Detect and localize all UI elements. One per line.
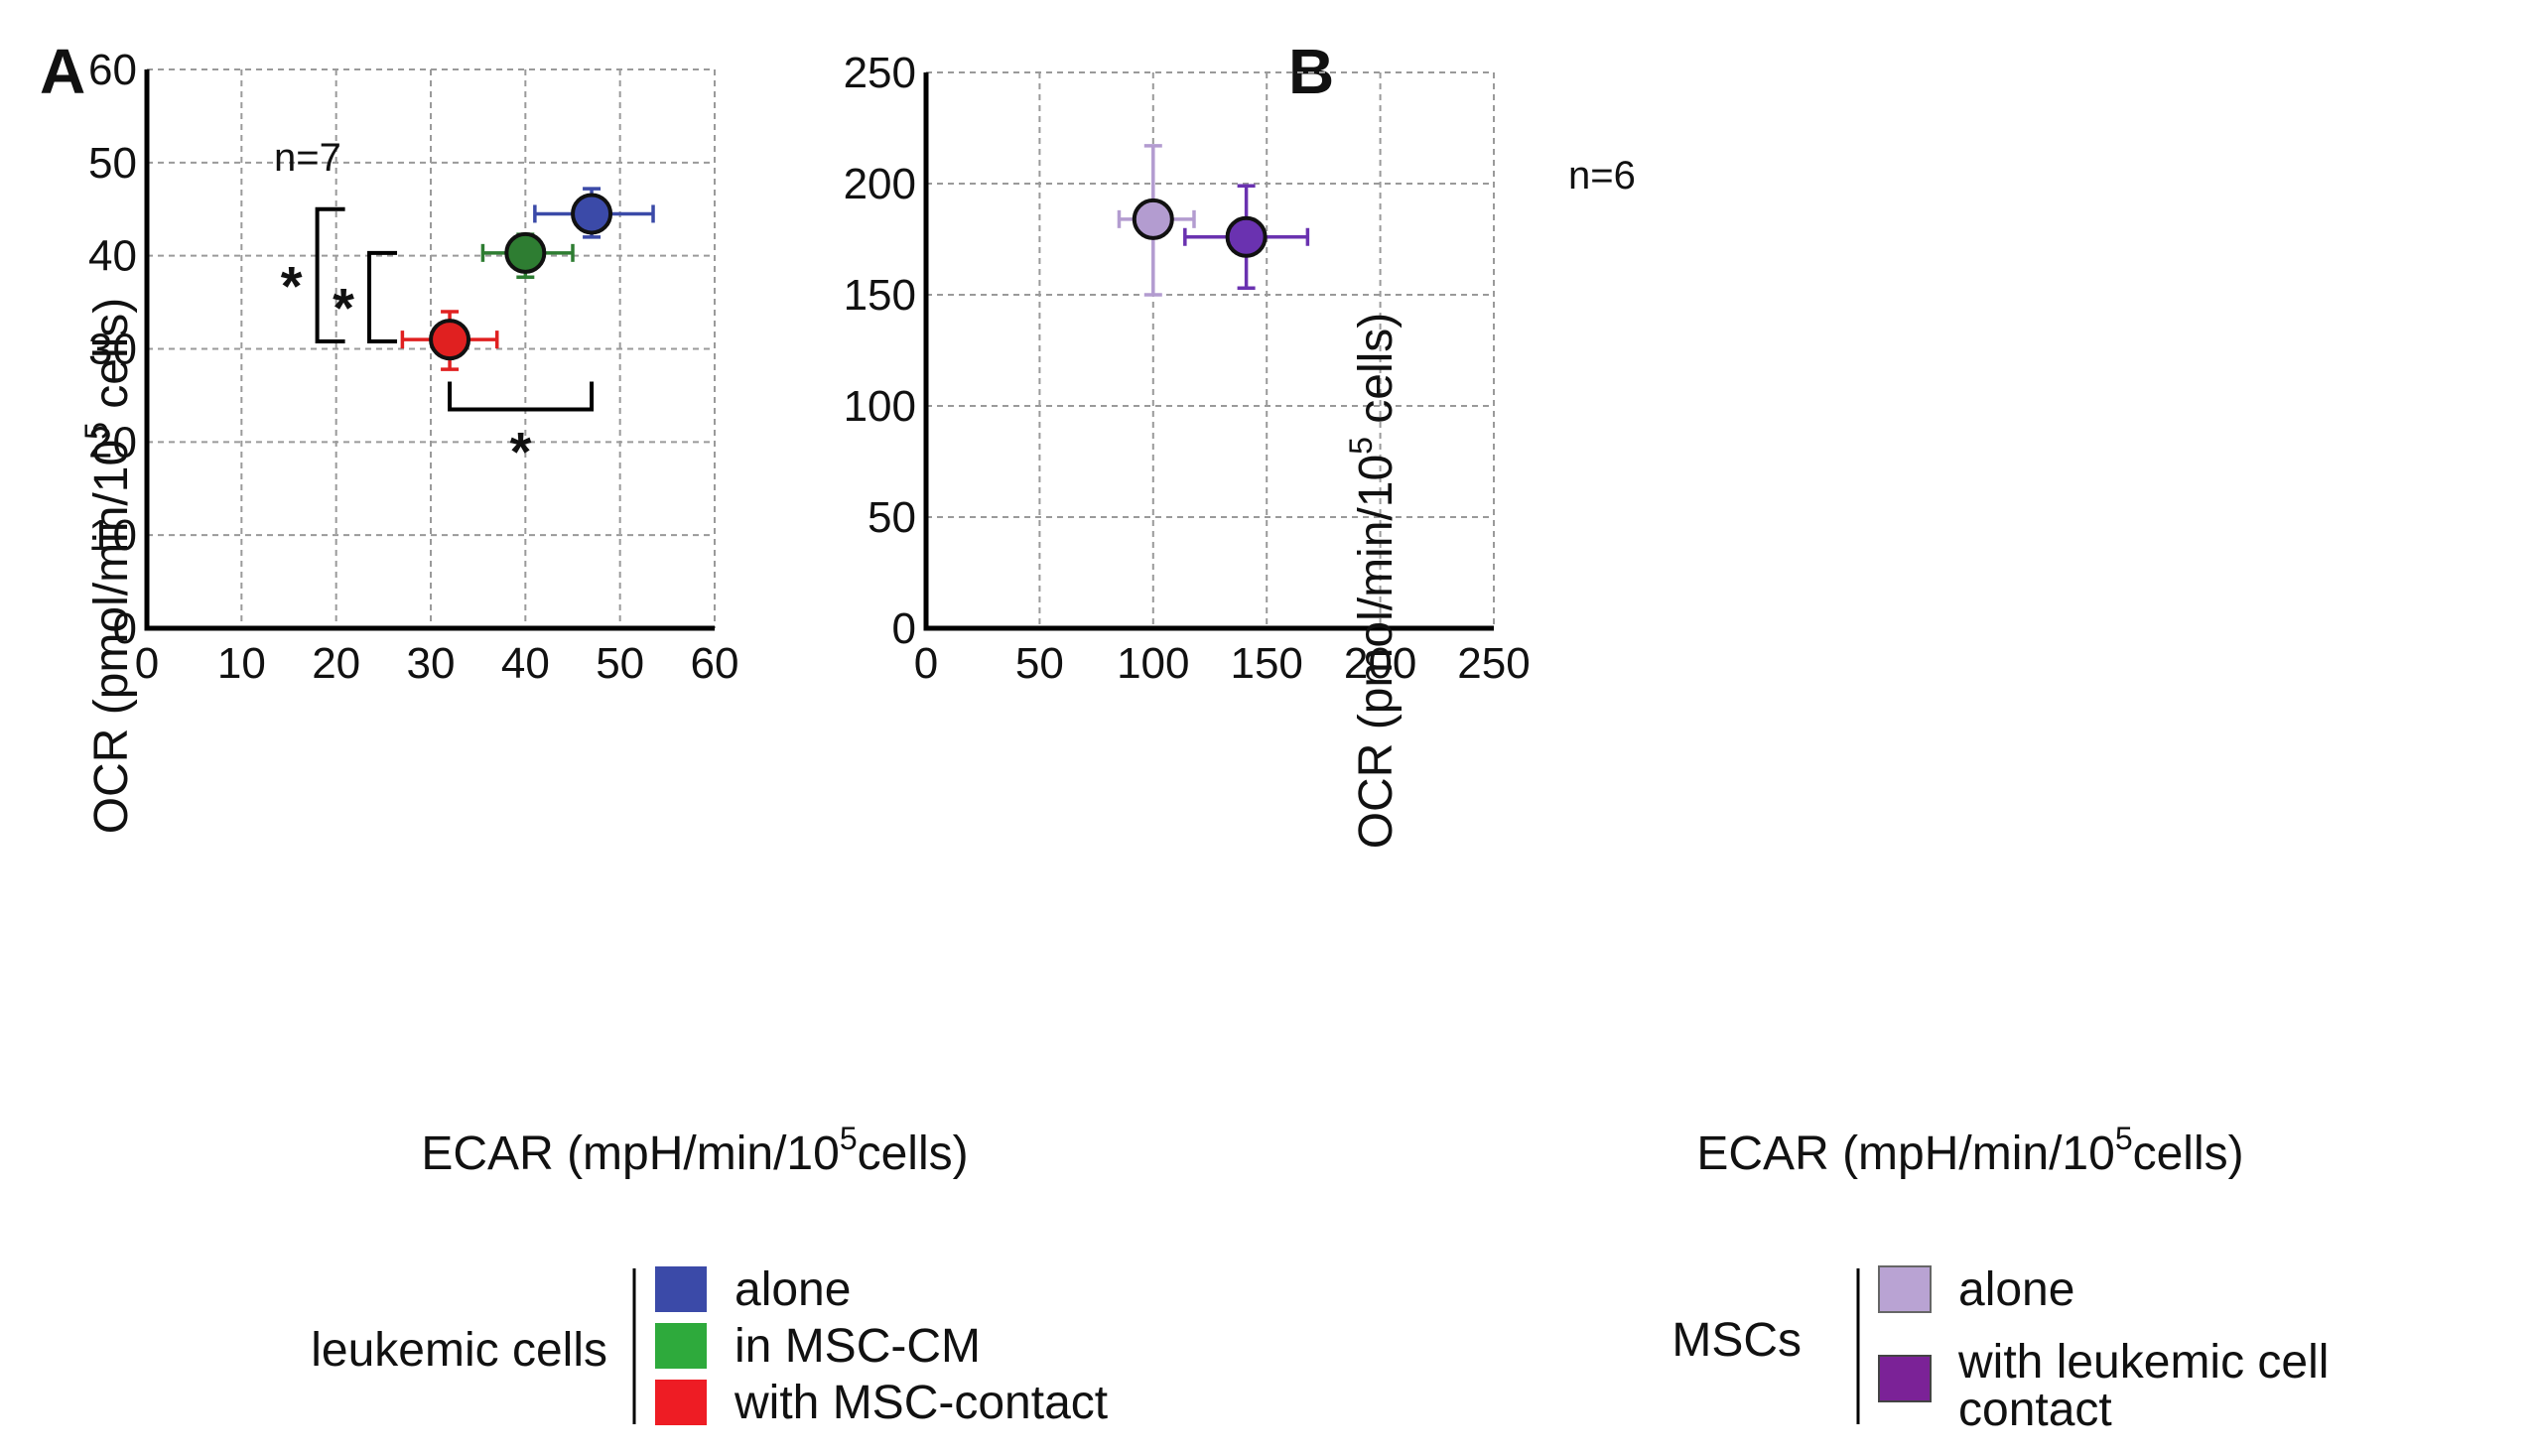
y-tick-50: 50 (88, 139, 137, 188)
y-tick-0: 0 (892, 604, 916, 653)
x-tick-50: 50 (1015, 639, 1064, 688)
x-tick-10: 10 (217, 639, 266, 688)
x-tick-100: 100 (1117, 639, 1189, 688)
grid-b (926, 71, 1495, 628)
significance-star-2: * (333, 276, 354, 338)
y-tick-200: 200 (844, 160, 916, 208)
legend-group-label-a: leukemic cells (311, 1324, 607, 1377)
y-tick-100: 100 (844, 382, 916, 431)
x-tick-150: 150 (1230, 639, 1302, 688)
legend-label-in-msc-cm: in MSC-CM (735, 1320, 981, 1373)
y-tick-30: 30 (88, 326, 137, 374)
x-tick-40: 40 (501, 639, 550, 688)
x-tick-20: 20 (312, 639, 360, 688)
panel-a: A * * * 0 10 20 30 40 50 60 0 10 20 30 40 50 60 n=7 ECA… (40, 36, 1108, 1429)
tick-labels-b: 0 50 100 150 200 250 0 50 100 150 200 250 (844, 49, 1531, 688)
point-alone (571, 193, 613, 235)
legend-swatch-with-leukemic-cell-contact (1878, 1355, 1932, 1402)
x-tick-50: 50 (596, 639, 644, 688)
y-tick-20: 20 (88, 418, 137, 466)
y-tick-40: 40 (88, 232, 137, 281)
point-with-msc-contact (429, 319, 471, 361)
legend-b: MSCs alone with leukemic cell contact (1671, 1263, 2329, 1436)
significance-bracket-2 (367, 250, 398, 343)
y-tick-60: 60 (88, 46, 137, 94)
legend-label-with-msc-contact: with MSC-contact (734, 1377, 1108, 1429)
y-tick-0: 0 (113, 604, 137, 653)
y-axis-title-a: OCR (pmol/min/105 cells) (78, 298, 138, 835)
point-alone (1132, 198, 1174, 240)
legend-a: leukemic cells alone in MSC-CM with MSC-… (311, 1263, 1108, 1429)
x-tick-0: 0 (135, 639, 159, 688)
grid-a (147, 68, 716, 628)
legend-group-label-b: MSCs (1671, 1314, 1802, 1367)
y-axis-title-b: OCR (pmol/min/105 cells) (1343, 313, 1403, 850)
sample-size-a: n=7 (274, 136, 341, 180)
legend-swatch-with-msc-contact (655, 1380, 707, 1425)
legend-label-alone: alone (735, 1263, 851, 1316)
points-a (429, 193, 613, 361)
significance-brackets-a: * * * (281, 206, 595, 482)
legend-swatch-msc-alone (1878, 1265, 1932, 1313)
x-tick-60: 60 (691, 639, 739, 688)
x-axis-title-a: ECAR (mpH/min/105cells) (421, 1121, 968, 1180)
y-tick-250: 250 (844, 49, 916, 97)
sample-size-b: n=6 (1568, 154, 1636, 198)
axes-b (923, 72, 1494, 631)
legend-swatch-in-msc-cm (655, 1323, 707, 1369)
tick-labels-a: 0 10 20 30 40 50 60 0 10 20 30 40 50 60 (88, 46, 738, 688)
panel-letter-a: A (40, 36, 85, 107)
x-tick-0: 0 (914, 639, 938, 688)
legend-label-with-leukemic-cell-contact: with leukemic cell contact (1957, 1336, 2329, 1436)
point-in-msc-cm (504, 231, 547, 274)
legend-swatch-alone (655, 1266, 707, 1312)
points-b (1132, 198, 1268, 258)
point-with-leukemic-cell-contact (1225, 215, 1268, 258)
significance-bracket-3 (448, 381, 595, 412)
x-tick-30: 30 (407, 639, 456, 688)
y-tick-10: 10 (88, 511, 137, 560)
y-tick-50: 50 (868, 493, 916, 542)
legend-label-msc-alone: alone (1958, 1263, 2074, 1316)
axes-a (144, 69, 715, 631)
significance-star-3: * (510, 420, 532, 482)
x-tick-250: 250 (1457, 639, 1530, 688)
y-tick-150: 150 (844, 271, 916, 320)
x-tick-200: 200 (1344, 639, 1416, 688)
x-axis-title-b: ECAR (mpH/min/105cells) (1696, 1121, 2243, 1180)
significance-bracket-1 (315, 206, 345, 343)
significance-star-1: * (281, 254, 303, 317)
